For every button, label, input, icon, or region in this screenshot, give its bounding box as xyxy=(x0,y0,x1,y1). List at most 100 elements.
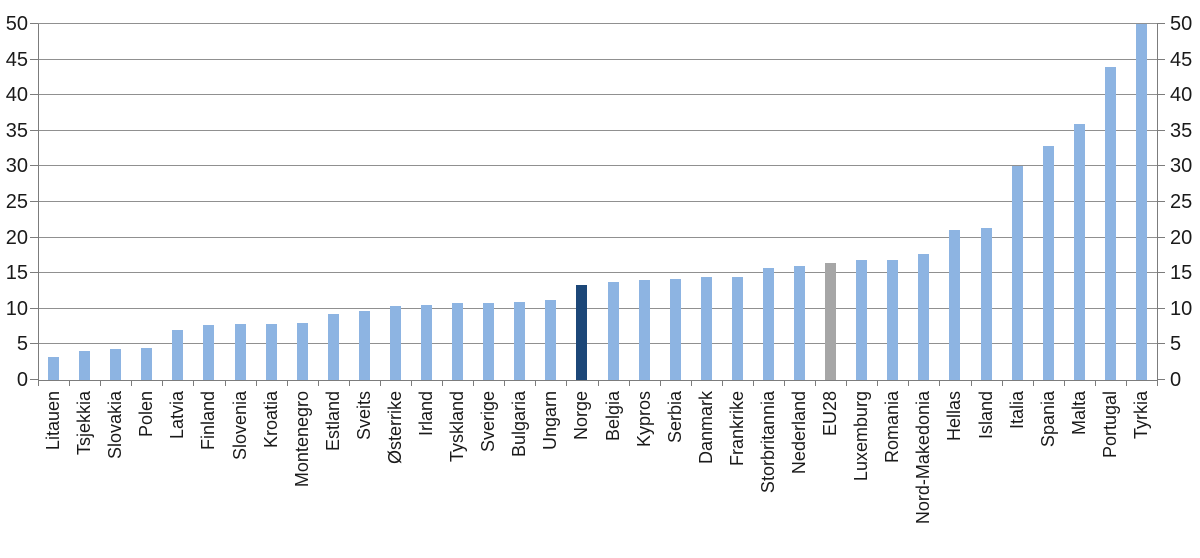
bar-eu28 xyxy=(825,263,837,380)
bar-slovenia xyxy=(234,324,246,380)
x-axis-tick-mark xyxy=(1063,380,1065,386)
bar-estland xyxy=(327,313,339,380)
x-axis-tick-mark xyxy=(193,380,195,386)
x-axis-tick-mark xyxy=(379,380,381,386)
bar-osterrike xyxy=(389,305,401,380)
x-axis-label-italia: Italia xyxy=(1006,391,1027,430)
x-axis-tick-mark xyxy=(1157,380,1158,386)
bar-sverige xyxy=(483,303,495,380)
x-axis-label-irland: Irland xyxy=(416,391,437,437)
x-axis-label-romania: Romania xyxy=(882,391,903,464)
bar-bulgaria xyxy=(514,301,526,380)
gridline-y-30 xyxy=(38,165,1157,167)
y-axis-tick-label-left-45: 45 xyxy=(5,48,28,71)
x-axis-label-portugal: Portugal xyxy=(1099,391,1120,459)
x-axis-label-sveits: Sveits xyxy=(353,391,374,441)
x-axis-label-hellas: Hellas xyxy=(944,391,965,442)
y-axis-tick-label-left-5: 5 xyxy=(16,333,28,356)
x-axis-tick-mark xyxy=(348,380,350,386)
y-axis-tick-label-right-15: 15 xyxy=(1170,262,1193,285)
x-axis-label-bulgaria: Bulgaria xyxy=(509,391,530,458)
bar-island xyxy=(980,228,992,380)
y-axis-tick-label-left-35: 35 xyxy=(5,119,28,142)
x-axis-label-tyskland: Tyskland xyxy=(447,391,468,463)
y-axis-tick-label-right-40: 40 xyxy=(1170,84,1193,107)
bar-nederland xyxy=(794,266,806,380)
bar-sveits xyxy=(358,310,370,380)
bar-storbritannia xyxy=(762,268,774,380)
bar-tyrkia xyxy=(1135,24,1147,380)
y-axis-tick-label-right-45: 45 xyxy=(1170,48,1193,71)
x-axis-tick-mark xyxy=(504,380,506,386)
gridline-y-25 xyxy=(38,201,1157,202)
y-tick-mark-right-10 xyxy=(1157,307,1165,309)
bar-frankrike xyxy=(731,277,743,380)
x-axis-label-danmark: Danmark xyxy=(695,391,716,465)
x-axis-tick-mark xyxy=(659,380,661,386)
x-axis-tick-mark xyxy=(815,380,817,386)
y-tick-mark-right-45 xyxy=(1157,58,1165,60)
bar-polen xyxy=(141,347,153,380)
y-axis-tick-label-left-10: 10 xyxy=(5,297,28,320)
bar-tsjekkia xyxy=(79,350,91,380)
x-axis-label-montenegro: Montenegro xyxy=(291,391,312,488)
gridline-y-35 xyxy=(38,129,1157,131)
x-axis-tick-mark xyxy=(473,380,475,386)
x-axis-tick-mark xyxy=(131,380,133,386)
bar-luxemburg xyxy=(856,260,868,380)
y-tick-mark-left-5 xyxy=(30,343,38,345)
bar-danmark xyxy=(700,277,712,380)
y-tick-mark-left-45 xyxy=(30,58,38,60)
y-axis-tick-label-left-40: 40 xyxy=(5,84,28,107)
y-tick-mark-right-5 xyxy=(1157,343,1165,345)
bar-spania xyxy=(1042,146,1054,380)
x-axis-label-belgia: Belgia xyxy=(602,391,623,442)
x-axis-tick-mark xyxy=(1032,380,1034,386)
y-axis-line-left xyxy=(38,24,39,380)
x-axis-tick-mark xyxy=(1094,380,1096,386)
x-axis-label-eu28: EU28 xyxy=(820,391,841,437)
y-axis-tick-label-right-35: 35 xyxy=(1170,119,1193,142)
x-axis-label-polen: Polen xyxy=(136,391,157,438)
y-axis-tick-label-right-0: 0 xyxy=(1170,369,1182,391)
y-axis-tick-label-right-50: 50 xyxy=(1170,13,1193,35)
y-tick-mark-left-20 xyxy=(30,236,38,238)
y-tick-mark-left-40 xyxy=(30,94,38,96)
x-axis-tick-mark xyxy=(877,380,879,386)
x-axis-label-osterrike: Østerrike xyxy=(384,391,405,465)
y-axis-tick-label-right-10: 10 xyxy=(1170,297,1193,320)
x-axis-tick-mark xyxy=(566,380,568,386)
y-axis-tick-label-right-20: 20 xyxy=(1170,226,1193,249)
x-axis-tick-mark xyxy=(690,380,692,386)
bar-serbia xyxy=(669,278,681,380)
x-axis-tick-mark xyxy=(38,380,39,386)
bar-kroatia xyxy=(265,323,277,380)
bar-italia xyxy=(1011,166,1023,380)
y-tick-mark-right-50 xyxy=(1157,23,1165,24)
x-axis-tick-mark xyxy=(1001,380,1003,386)
x-axis-label-tsjekkia: Tsjekkia xyxy=(74,391,95,456)
x-axis-label-island: Island xyxy=(975,391,996,440)
x-axis-label-estland: Estland xyxy=(322,391,343,452)
bar-tyskland xyxy=(452,303,464,380)
x-axis-label-finland: Finland xyxy=(198,391,219,451)
gridline-y-45 xyxy=(38,58,1157,60)
x-axis-label-tyrkia: Tyrkia xyxy=(1130,391,1151,440)
y-axis-tick-label-left-0: 0 xyxy=(16,369,28,391)
y-axis-tick-label-left-30: 30 xyxy=(5,155,28,178)
y-axis-tick-label-left-25: 25 xyxy=(5,191,28,213)
y-tick-mark-right-20 xyxy=(1157,236,1165,238)
x-axis-tick-mark xyxy=(597,380,599,386)
y-axis-tick-label-left-15: 15 xyxy=(5,262,28,285)
x-axis-tick-mark xyxy=(100,380,102,386)
bar-latvia xyxy=(172,330,184,380)
y-tick-mark-left-25 xyxy=(30,201,38,202)
gridline-y-50 xyxy=(38,23,1157,24)
x-axis-tick-mark xyxy=(628,380,630,386)
y-tick-mark-right-40 xyxy=(1157,94,1165,96)
x-axis-label-slovakia: Slovakia xyxy=(105,391,126,460)
gridline-y-40 xyxy=(38,94,1157,96)
y-tick-mark-right-0 xyxy=(1157,379,1165,380)
x-axis-tick-mark xyxy=(255,380,257,386)
x-axis-tick-mark xyxy=(162,380,164,386)
